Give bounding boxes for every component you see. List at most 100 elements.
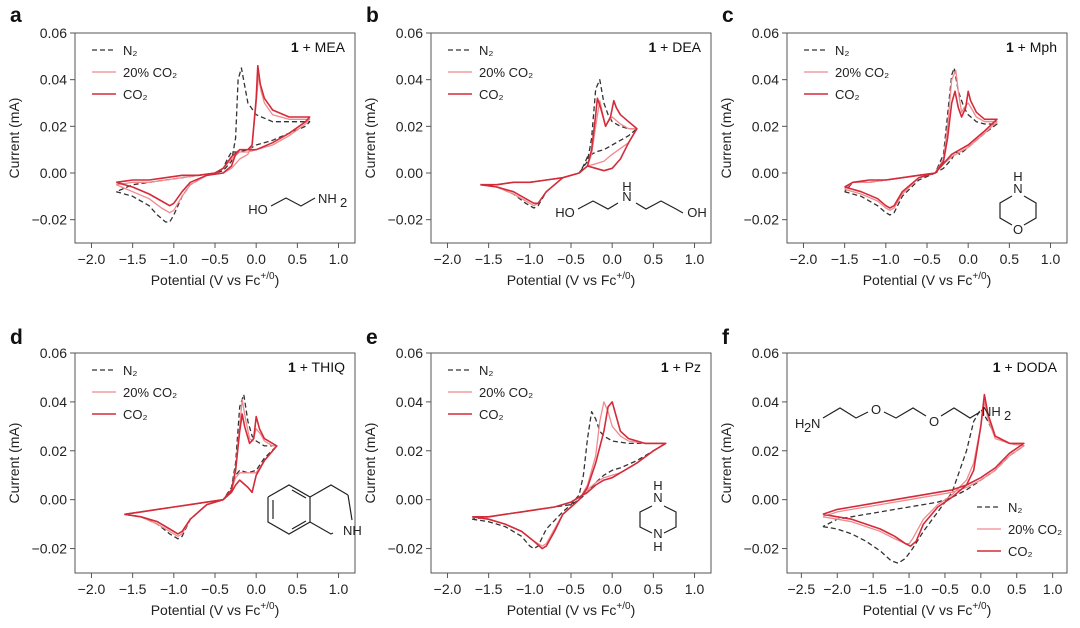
legend-label: 20% CO₂	[479, 65, 533, 80]
structure-atom: O	[871, 402, 881, 417]
panel-title: 1 + Pz	[661, 359, 701, 375]
y-tick-label: 0.02	[752, 443, 779, 459]
y-tick-label: 0.06	[396, 25, 423, 41]
structure-atom-h: H	[1013, 169, 1022, 184]
plot-frame	[786, 32, 1068, 244]
x-tick-label: −1.0	[160, 251, 188, 267]
x-tick-label: 0.5	[1007, 581, 1027, 597]
x-tick-label: 0.0	[602, 581, 622, 597]
structure-atom: OH	[687, 205, 707, 220]
x-tick-label: −1.0	[516, 251, 544, 267]
x-tick-label: −1.5	[475, 251, 503, 267]
structure-atom: O	[1013, 222, 1023, 237]
panel-e: e −0.02 0.00 0.02 0.04 0.06 −2.0 −1.5 −1.0 −0.5 0.…	[362, 326, 712, 618]
x-tick-label: −2.0	[790, 251, 818, 267]
y-tick-label: 0.00	[396, 492, 423, 508]
y-tick-label: 0.00	[40, 165, 67, 181]
y-tick-label: 0.02	[396, 443, 423, 459]
x-tick-label: −1.0	[516, 581, 544, 597]
y-tick-label: 0.02	[40, 443, 67, 459]
x-tick-label: 1.0	[329, 581, 349, 597]
x-tick-label: 1.0	[685, 581, 705, 597]
structure-atom: N	[653, 490, 662, 505]
x-tick-label: −2.0	[78, 251, 106, 267]
legend-label: CO₂	[123, 87, 148, 102]
structure-atom: O	[929, 414, 939, 429]
y-axis-label: Current (mA)	[6, 423, 22, 504]
x-axis-label: Potential (V vs Fc+/0)	[151, 601, 280, 618]
x-tick-label: −2.5	[788, 581, 816, 597]
legend-label: N₂	[835, 43, 849, 58]
y-tick-label: 0.06	[40, 345, 67, 361]
y-tick-label: 0.06	[752, 345, 779, 361]
legend-label: CO₂	[479, 407, 504, 422]
y-tick-label: −0.02	[388, 212, 424, 228]
x-tick-label: −1.5	[119, 251, 147, 267]
molecular-structure: HN O	[999, 169, 1037, 237]
molecular-structure: HO NH 2	[248, 191, 347, 217]
x-tick-label: −1.0	[160, 581, 188, 597]
panel-title: 1 + DEA	[648, 39, 701, 55]
series-line-co2	[822, 393, 1025, 547]
x-tick-label: −2.0	[78, 581, 106, 597]
panel-letter: f	[722, 326, 730, 349]
y-axis-label: Current (mA)	[362, 423, 378, 504]
panel-title: 1 + DODA	[993, 359, 1058, 375]
plot-frame	[430, 352, 712, 574]
legend-label: CO₂	[479, 87, 504, 102]
x-tick-label: 0.0	[246, 251, 266, 267]
series-line-n2	[472, 411, 667, 550]
x-tick-label: −1.5	[859, 581, 887, 597]
y-tick-label: 0.02	[40, 118, 67, 134]
y-axis-label: Current (mA)	[718, 423, 734, 504]
structure-atom: N	[1013, 181, 1022, 196]
legend-label: N₂	[123, 363, 137, 378]
y-tick-label: 0.00	[396, 165, 423, 181]
panel-c: c −0.02 0.00 0.02 0.04 0.06 −2.0 −1.5 −1.0 −0.5 0.…	[718, 4, 1068, 288]
x-tick-label: −0.5	[913, 251, 941, 267]
plot-frame	[74, 32, 356, 244]
x-tick-label: −1.0	[895, 581, 923, 597]
y-tick-label: 0.00	[752, 492, 779, 508]
y-tick-label: 0.06	[396, 345, 423, 361]
structure-atom-h: H	[653, 478, 662, 493]
structure-atom: HO	[555, 205, 575, 220]
panel-letter: c	[722, 4, 734, 27]
legend-label: CO₂	[835, 87, 860, 102]
structure-subscript: 2	[804, 420, 811, 435]
panel-title: 1 + THIQ	[288, 359, 345, 375]
y-tick-label: −0.02	[32, 212, 68, 228]
legend-label: N₂	[123, 43, 137, 58]
x-tick-label: 0.5	[1000, 251, 1020, 267]
structure-atom: NH	[982, 404, 1001, 419]
structure-subscript: 2	[340, 195, 347, 210]
y-tick-label: 0.06	[40, 25, 67, 41]
panel-letter: b	[366, 4, 379, 27]
y-tick-label: −0.02	[32, 541, 68, 557]
structure-atom: HO	[248, 202, 268, 217]
legend: N₂ 20% CO₂ CO₂	[448, 43, 533, 102]
structure-atom: N	[811, 416, 820, 431]
series-line-co2	[844, 90, 998, 209]
panel-letter: d	[10, 326, 23, 349]
x-axis-label: Potential (V vs Fc+/0)	[151, 271, 280, 288]
x-tick-label: 1.0	[1041, 251, 1061, 267]
panel-a: a−0.020.000.020.040.06−2.0 −1.5 −1.0 −0.5 0.…	[6, 4, 356, 288]
panel-d: d −0.02 0.00 0.02 0.04 0.06 −2.0 −1.5 −1.0 −0.5 0.…	[6, 326, 362, 618]
structure-atom: H	[795, 416, 804, 431]
plot-frame	[74, 352, 356, 574]
series-line-co2-20	[480, 100, 638, 207]
y-axis-label: Current (mA)	[6, 98, 22, 179]
legend-label: 20% CO₂	[835, 65, 889, 80]
legend: N₂ 20% CO₂ CO₂	[448, 363, 533, 422]
y-tick-label: 0.06	[752, 25, 779, 41]
x-tick-label: 0.0	[246, 581, 266, 597]
y-tick-label: 0.04	[40, 394, 67, 410]
x-tick-label: −0.5	[931, 581, 959, 597]
x-tick-label: 0.5	[288, 251, 308, 267]
x-tick-label: 1.0	[685, 251, 705, 267]
y-tick-label: 0.04	[396, 394, 423, 410]
molecular-structure: HO NH OH	[555, 179, 707, 220]
